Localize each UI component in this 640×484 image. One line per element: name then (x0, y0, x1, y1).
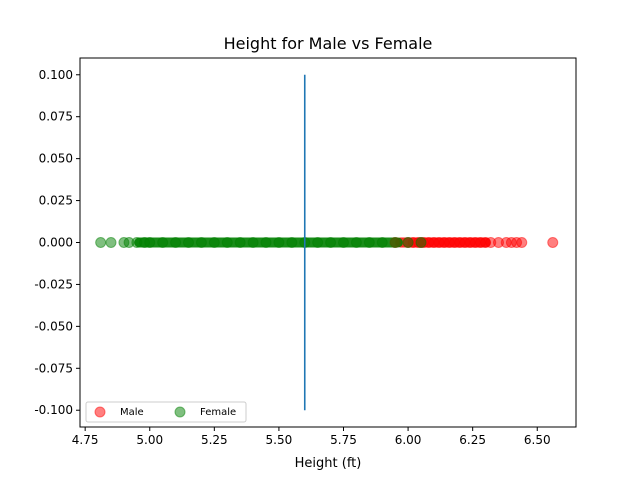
legend-box (85, 401, 247, 423)
chart-title: Height for Male vs Female (224, 34, 433, 53)
y-tick-label: 0.100 (39, 68, 73, 82)
point-female (415, 237, 427, 248)
point-female (325, 237, 337, 248)
x-tick-label: 6.00 (395, 433, 422, 447)
point-female (363, 237, 375, 248)
point-female (286, 237, 298, 248)
y-tick-label: -0.025 (34, 277, 73, 291)
legend-label-female: Female (200, 407, 236, 418)
point-female (389, 237, 401, 248)
y-tick-label: -0.050 (34, 319, 73, 333)
point-female (350, 237, 362, 248)
point-female (221, 237, 233, 248)
point-female (105, 237, 117, 248)
y-tick-label: -0.075 (34, 361, 73, 375)
point-female (95, 237, 107, 248)
x-tick-label: 4.75 (72, 433, 99, 447)
x-tick-label: 5.00 (136, 433, 163, 447)
x-tick-label: 6.25 (459, 433, 486, 447)
point-female (260, 237, 272, 248)
point-female (376, 237, 388, 248)
x-tick-label: 5.50 (266, 433, 293, 447)
y-tick-label: 0.050 (39, 152, 73, 166)
y-tick-label: 0.025 (39, 194, 73, 208)
point-female (170, 237, 182, 248)
plot-area (95, 74, 559, 411)
legend-marker-male (94, 406, 106, 418)
legend: Male Female (85, 401, 247, 423)
point-female (208, 237, 220, 248)
axes: 4.75 5.00 5.25 5.50 5.75 6.00 6.25 6.50 0.100 0.0… (34, 68, 550, 447)
point-female (234, 237, 246, 248)
y-tick-label: -0.100 (34, 403, 73, 417)
x-tick-label: 5.75 (330, 433, 357, 447)
point-female (312, 237, 324, 248)
x-tick-label: 5.25 (201, 433, 228, 447)
y-tick-label: 0.000 (39, 236, 73, 250)
point-female (247, 237, 259, 248)
legend-label-male: Male (120, 407, 144, 418)
legend-marker-female (174, 406, 186, 418)
x-tick-label: 6.50 (524, 433, 551, 447)
point-male (547, 237, 559, 248)
point-male (516, 237, 528, 248)
point-female (183, 237, 194, 248)
y-tick-label: 0.075 (39, 110, 73, 124)
point-female (338, 237, 349, 248)
point-female (195, 237, 207, 248)
point-female (402, 237, 414, 248)
point-female (157, 237, 169, 248)
point-female (144, 237, 156, 248)
x-axis-label: Height (ft) (295, 456, 362, 471)
point-female (273, 237, 285, 248)
